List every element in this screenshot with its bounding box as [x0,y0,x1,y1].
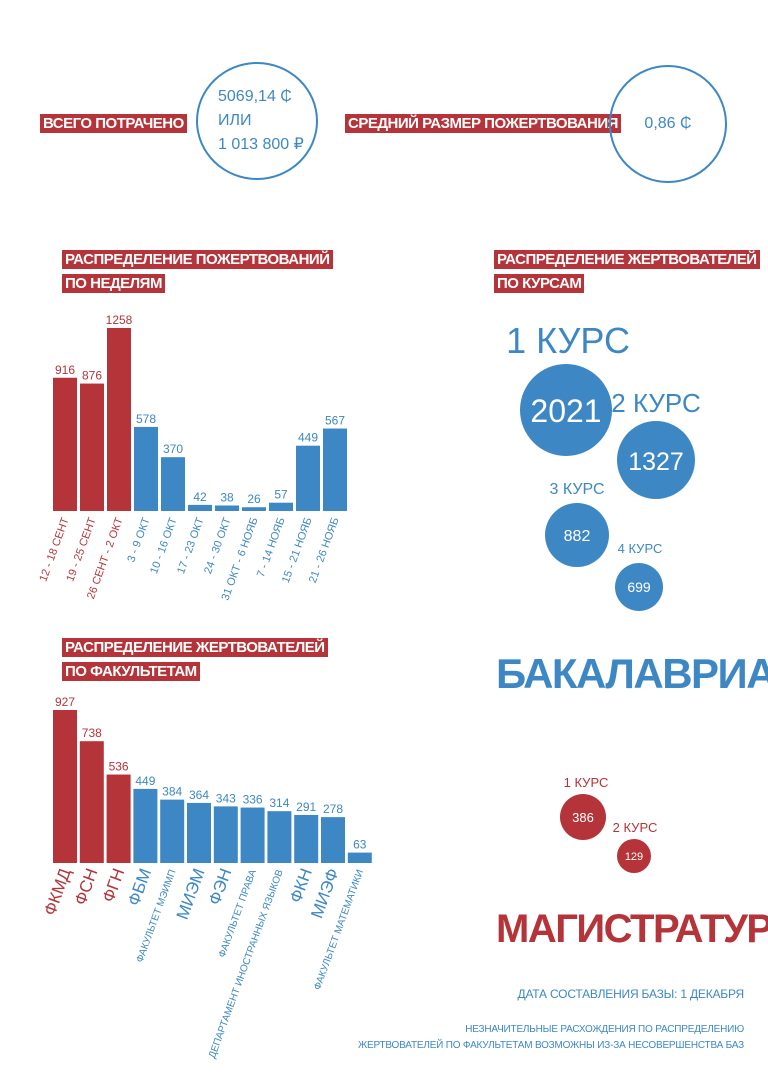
chart0-bar-5 [188,504,212,511]
chart0-value-label-6: 38 [220,490,234,504]
faculty-title-line2: ПО ФАКУЛЬТЕТАМ [62,662,200,681]
chart1-category-label-6: ФЭН [205,866,236,908]
chart1-bar-4 [160,799,185,863]
total-spent-rub: 1 013 800 ₽ [218,136,304,153]
chart0-category-label-8: 7 - 14 НОЯБ [255,516,288,579]
chart0-value-label-9: 449 [298,431,318,445]
chart0-value-label-2: 1258 [106,313,133,327]
chart0-bar-3 [134,426,158,511]
chart1-category-label-3: ФБМ [124,866,155,908]
chart0-bar-0 [53,377,77,511]
chart1-category-label-9: ФКН [286,866,316,905]
chart1-value-label-1: 738 [82,726,102,740]
chart1-value-label-6: 343 [216,791,236,805]
chart0-value-label-8: 57 [274,488,288,502]
master-course1-bubble [560,794,606,840]
chart1-bar-5 [187,802,211,863]
chart1-value-label-4: 384 [162,785,182,799]
chart1-bar-8 [267,811,292,863]
total-spent-value: 5069,14 ₵ [218,88,292,105]
master-course1-label: 1 КУРС [564,775,609,790]
footer-note-line1: НЕЗНАЧИТЕЛЬНЫЕ РАСХОЖДЕНИЯ ПО РАСПРЕДЕЛЕ… [465,1024,744,1035]
bachelor-bubbles: 1 КУРС 2021 2 КУРС 1327 3 КУРС 882 4 КУР… [506,320,701,611]
bachelor-course4-value: 699 [627,579,651,595]
chart1-value-label-8: 314 [269,796,289,810]
chart1-bar-10 [321,817,345,863]
bachelor-course2-value: 1327 [628,448,684,476]
chart0-category-label-6: 24 - 30 ОКТ [202,516,234,576]
chart1-value-label-7: 336 [243,793,263,807]
chart0-value-label-1: 876 [82,369,102,383]
chart1-category-label-1: ФСН [71,866,102,908]
chart1-bar-9 [294,814,319,863]
avg-donation-circle: 0,86 ₵ [609,65,727,183]
footer-note-line2: ЖЕРТВОВАТЕЛЕЙ ПО ФАКУЛЬТЕТАМ ВОЗМОЖНЫ ИЗ… [357,1040,744,1051]
courses-title-line1: РАСПРЕДЕЛЕНИЕ ЖЕРТВОВАТЕЛЕЙ [494,250,760,269]
faculty-title-line1: РАСПРЕДЕЛЕНИЕ ЖЕРТВОВАТЕЛЕЙ [62,638,328,657]
courses-title-line2: ПО КУРСАМ [494,274,585,293]
bachelor-course1-label: 1 КУРС [506,320,630,361]
master-bubbles: 1 КУРС 386 2 КУРС 129 [560,775,658,873]
bachelor-course4-label: 4 КУРС [618,541,663,556]
chart1-category-label-5: МИЭМ [173,866,209,922]
chart1-bar-2 [106,774,131,863]
avg-donation-label: СРЕДНИЙ РАЗМЕР ПОЖЕРТВОВАНИЯ [345,114,621,133]
chart1-category-label-0: ФКМД [40,865,75,918]
avg-donation-value: 0,86 ₵ [644,115,692,132]
chart0-bar-1 [80,383,104,511]
total-spent-label: ВСЕГО ПОТРАЧЕНО [40,114,187,133]
chart0-value-label-4: 370 [163,442,183,456]
chart0-bar-7 [242,507,266,511]
chart0-value-label-7: 26 [247,492,261,506]
bachelor-course1-bubble [520,364,612,456]
chart1-bar-1 [79,741,104,863]
master-label: МАГИСТРАТУРА [496,907,768,951]
bachelor-course3-bubble [545,503,609,567]
chart0-category-label-3: 3 - 9 ОКТ [125,516,152,564]
bachelor-course4-bubble [615,563,663,611]
bachelor-label: БАКАЛАВРИАТ [496,650,768,697]
weekly-title-line2: ПО НЕДЕЛЯМ [62,274,165,293]
chart0-bar-4 [161,457,185,511]
chart0-bar-9 [296,445,320,511]
chart0-value-label-5: 42 [193,490,207,504]
chart0-value-label-0: 916 [55,363,75,377]
chart1-bar-0 [53,710,77,863]
bachelor-course3-label: 3 КУРС [549,481,604,498]
chart1-value-label-9: 291 [296,800,316,814]
chart1-category-label-2: ФГН [99,866,129,905]
chart0-bar-6 [215,505,239,511]
chart0-category-label-5: 17 - 23 ОКТ [175,516,207,576]
bachelor-course2-label: 2 КУРС [611,388,700,418]
bachelor-course1-value: 2021 [530,393,601,429]
chart0-value-label-3: 578 [136,412,156,426]
chart1-value-label-11: 63 [353,838,367,852]
bachelor-course2-bubble [617,421,695,499]
chart1-bar-11 [347,852,372,863]
chart0-category-label-4: 10 - 16 ОКТ [148,516,180,576]
chart0-bar-8 [269,502,293,511]
total-spent-circle: 5069,14 ₵ ИЛИ 1 013 800 ₽ [196,62,318,180]
chart1-bar-7 [240,807,265,863]
chart1-value-label-5: 364 [189,788,209,802]
chart1-value-label-2: 536 [109,760,129,774]
master-course1-value: 386 [572,810,594,825]
database-date: ДАТА СОСТАВЛЕНИЯ БАЗЫ: 1 ДЕКАБРЯ [517,987,745,1001]
chart0-bar-10 [323,428,347,511]
weekly-title-line1: РАСПРЕДЕЛЕНИЕ ПОЖЕРТВОВАНИЙ [62,250,333,269]
chart1-value-label-10: 278 [323,802,343,816]
master-course2-bubble [617,839,651,873]
master-course2-value: 129 [625,851,643,863]
chart0-value-label-10: 567 [325,414,345,428]
bachelor-course3-value: 882 [564,528,591,545]
master-course2-label: 2 КУРС [613,820,658,835]
chart1-value-label-3: 449 [135,774,155,788]
total-spent-or: ИЛИ [218,112,252,129]
chart1-value-label-0: 927 [55,695,75,709]
chart1-bar-3 [133,788,158,863]
chart1-bar-6 [213,806,238,863]
chart0-bar-2 [107,328,131,511]
